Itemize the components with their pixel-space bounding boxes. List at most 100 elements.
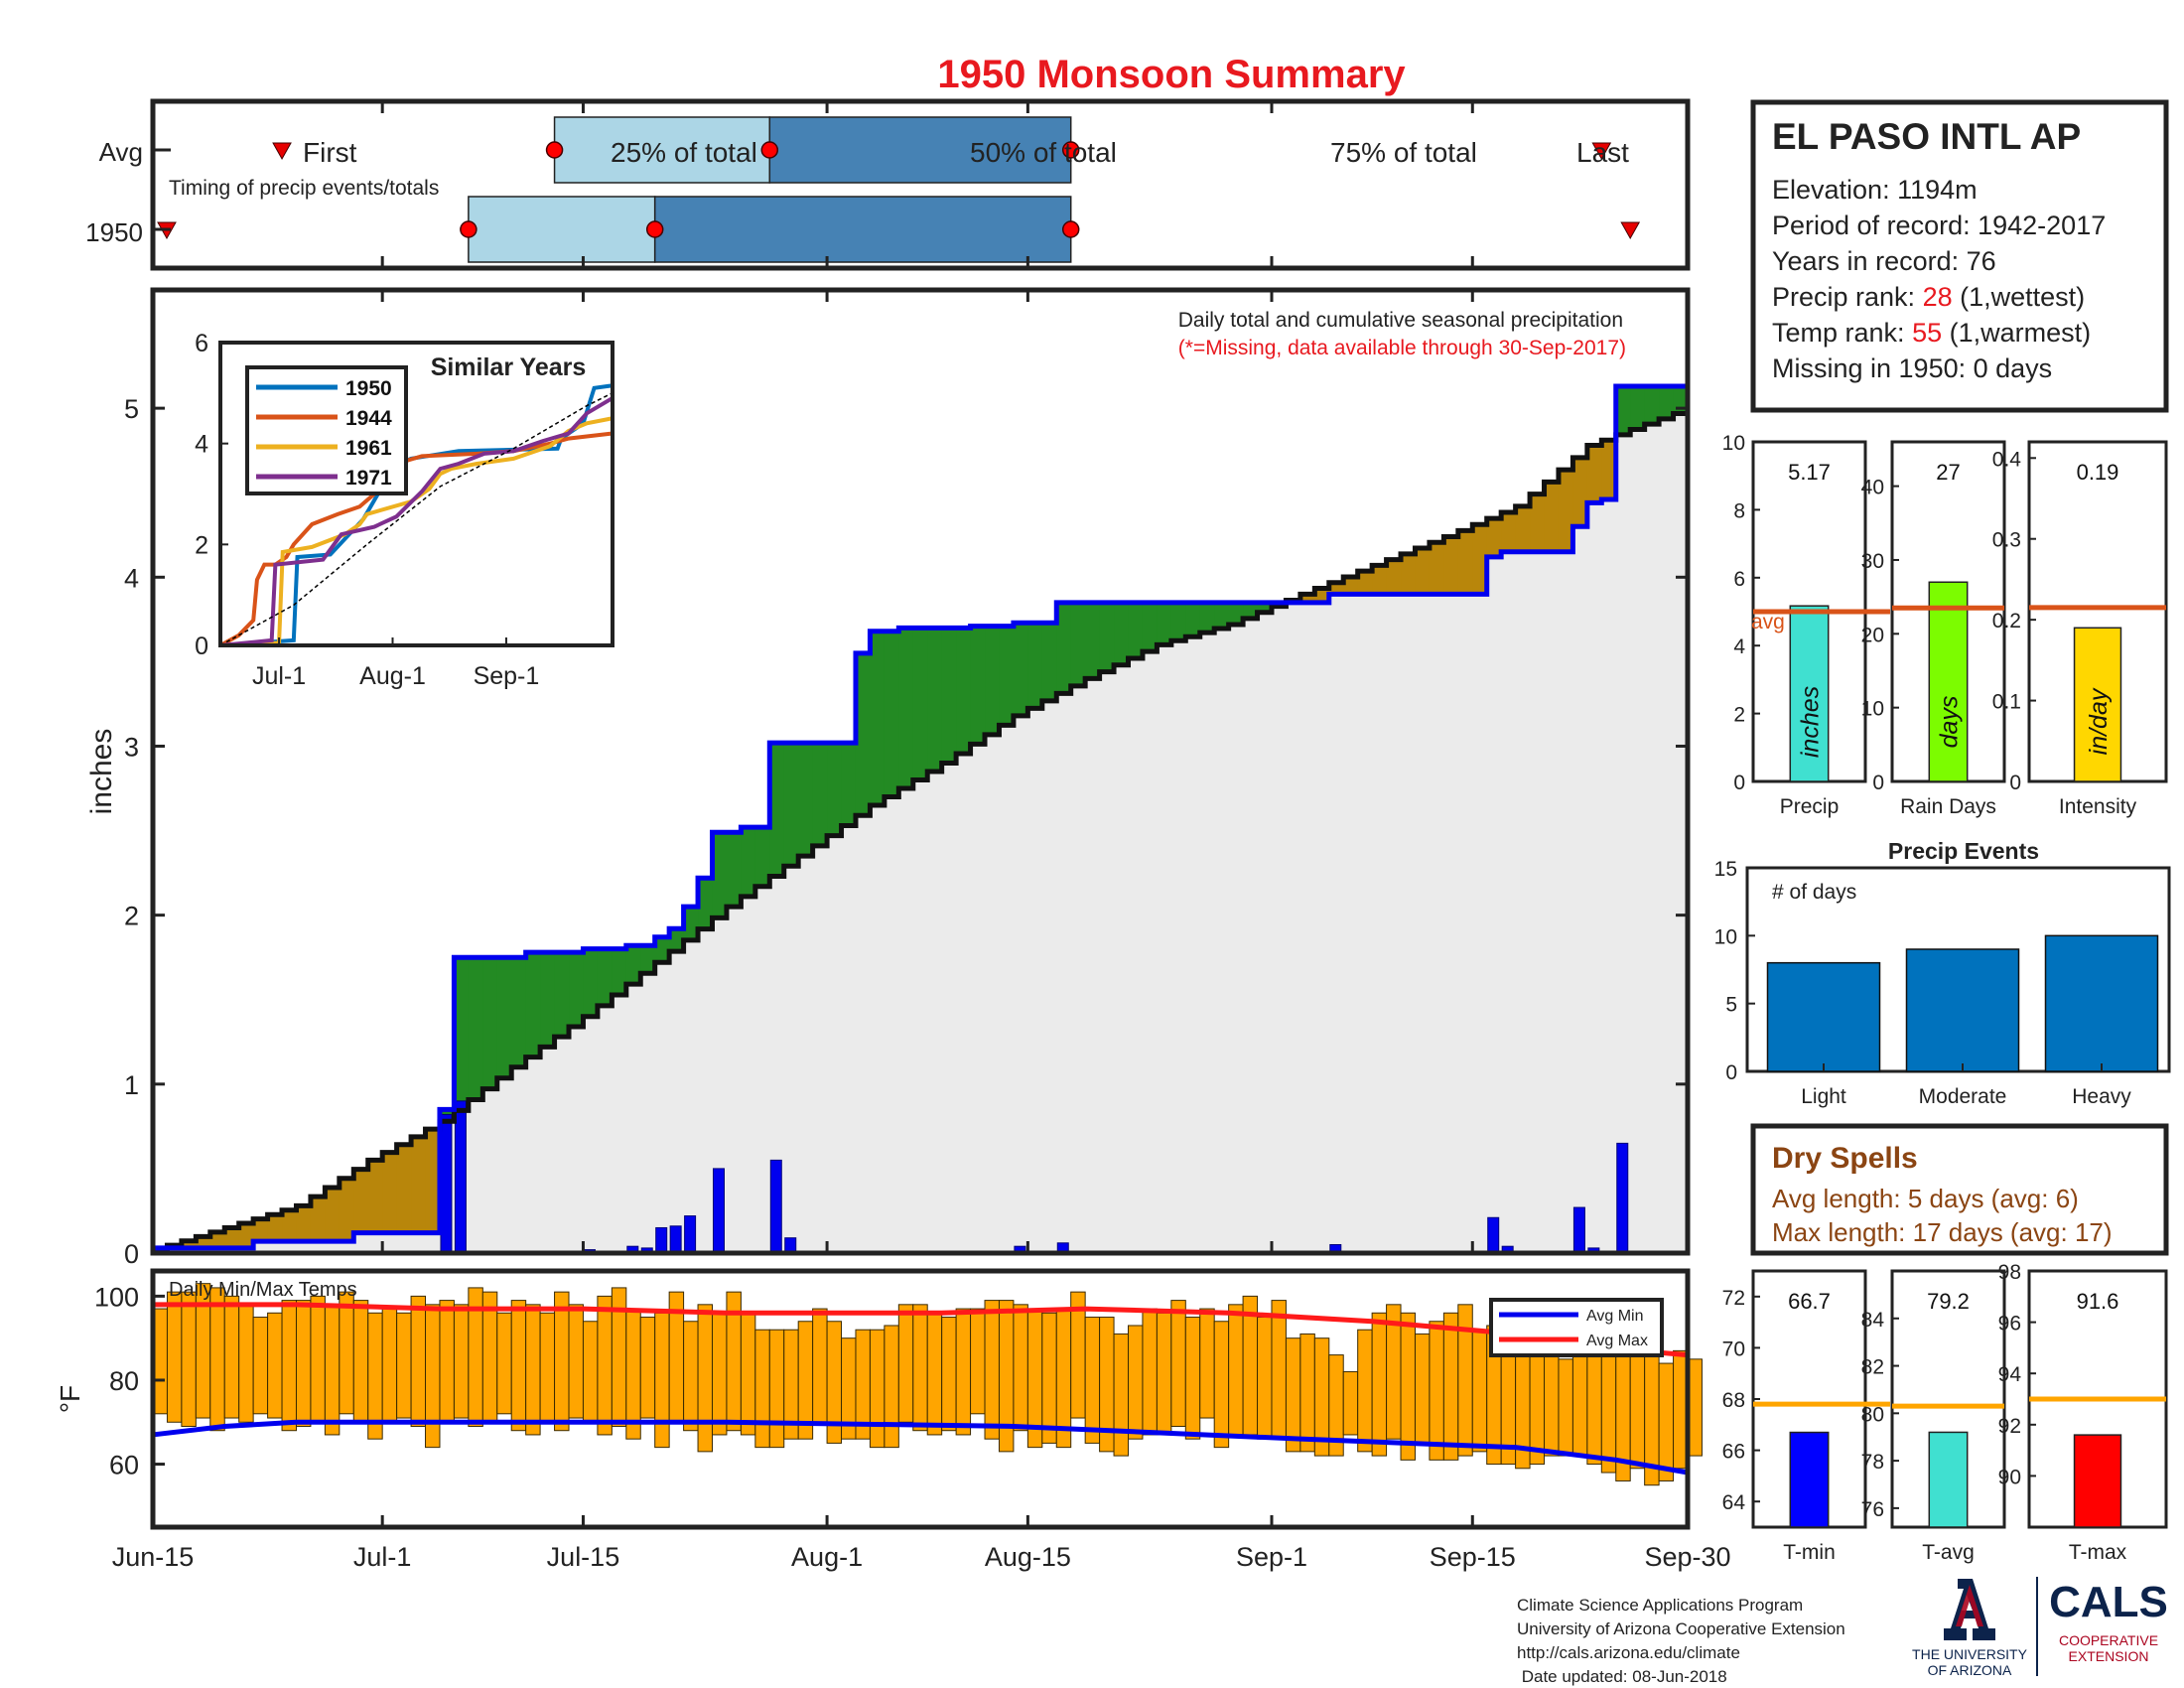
above-average-area	[741, 827, 756, 897]
shared-x-axis: Jun-15 Jul-1 Jul-15 Aug-1 Aug-15 Sep-1 Sep-15 S…	[112, 1515, 1731, 1572]
timing-event-marker	[272, 142, 292, 161]
daily-temp-bar	[1371, 1312, 1388, 1457]
mini-chart-y-tick-label: 0.3	[1992, 529, 2021, 552]
precip-events-y-tick-label: 10	[1714, 925, 1737, 948]
daily-precip-bar	[454, 1100, 467, 1254]
main-y-tick-label: 3	[124, 732, 139, 762]
daily-temp-bar	[281, 1300, 297, 1432]
inset-series-1961	[219, 416, 614, 647]
daily-temp-bar	[1156, 1312, 1172, 1436]
temp-rank-value: 55	[1912, 318, 1942, 348]
x-tick-label: Sep-1	[1236, 1542, 1307, 1572]
above-average-area	[1659, 386, 1675, 419]
inset-legend-label: 1944	[345, 407, 392, 430]
above-average-area	[625, 945, 641, 985]
timing-percentile-marker	[1061, 220, 1080, 238]
below-average-deficit-area	[1530, 493, 1546, 552]
daily-temp-bar	[1184, 1317, 1201, 1440]
inset-axes: 0 2 4 6 Jul-1 Aug-1 Sep-1	[195, 330, 539, 690]
above-average-area	[1085, 602, 1101, 679]
daily-temp-bar	[897, 1304, 914, 1423]
above-average-area	[1185, 602, 1201, 637]
timing-row-year-label: 1950	[85, 217, 143, 247]
daily-temp-bar	[310, 1295, 326, 1423]
daily-temp-bar	[1471, 1329, 1488, 1453]
mini-chart-xlabel-rain_days: Rain Days	[1900, 795, 1996, 818]
below-average-deficit-area	[196, 1236, 211, 1248]
daily-temp-bar	[1658, 1362, 1675, 1481]
daily-temp-bar	[324, 1304, 341, 1436]
precip-events-y-tick-label: 15	[1714, 858, 1737, 881]
temp-legend-min-label: Avg Min	[1586, 1308, 1644, 1325]
mini-chart-y-tick-label: 78	[1861, 1451, 1884, 1474]
daily-temp-bar	[396, 1312, 412, 1419]
footer-line-3: http://cals.arizona.edu/climate	[1517, 1643, 1740, 1662]
below-average-deficit-area	[1558, 470, 1574, 552]
daily-temp-bar	[1170, 1300, 1186, 1427]
main-y-axis: 0 1 2 3 4 5	[124, 290, 1690, 1269]
mini-chart-y-tick-label: 10	[1722, 432, 1745, 455]
daily-temp-bar	[1586, 1349, 1602, 1466]
daily-temp-bar	[1299, 1333, 1315, 1453]
mini-chart-value-t_avg: 79.2	[1927, 1289, 1970, 1314]
daily-temp-bar	[1400, 1312, 1416, 1461]
below-average-deficit-area	[1443, 536, 1459, 595]
below-average-deficit-area	[367, 1160, 383, 1233]
daily-temp-bar	[912, 1304, 928, 1432]
university-of-arizona-logo: THE UNIVERSITY OF ARIZONA CALS COOPERATI…	[1912, 1577, 2168, 1678]
mini-chart-y-tick-label: 98	[1998, 1261, 2021, 1284]
station-missing: Missing in 1950: 0 days	[1772, 353, 2052, 383]
above-average-area	[1041, 623, 1057, 701]
above-average-area	[1630, 386, 1646, 430]
above-average-area	[482, 957, 498, 1089]
ua-wordmark-line1: THE UNIVERSITY	[1912, 1646, 2028, 1662]
main-annotation-line1: Daily total and cumulative seasonal prec…	[1178, 309, 1623, 332]
inset-x-tick-label: Aug-1	[359, 662, 426, 690]
mini-chart-xlabel-precip_total: Precip	[1780, 795, 1840, 818]
daily-temp-bar	[510, 1300, 527, 1432]
mini-chart-bar-rain_days	[1928, 581, 1969, 782]
mini-chart-bar-t_avg	[1928, 1431, 1969, 1528]
daily-temp-bar	[1228, 1304, 1244, 1436]
above-average-area	[1673, 386, 1689, 414]
mini-chart-bar-t_min	[1789, 1431, 1830, 1528]
mini-chart-xlabel-t_avg: T-avg	[1922, 1541, 1975, 1564]
main-y-tick-label: 0	[124, 1239, 139, 1269]
daily-temp-bar	[381, 1308, 398, 1423]
temp-chart-title: Daily Min/Max Temps	[169, 1279, 357, 1301]
above-average-area	[1243, 602, 1259, 619]
precip-rank-prefix: Precip rank:	[1772, 282, 1923, 312]
above-average-area	[812, 743, 828, 846]
cals-wordmark: CALS	[2049, 1578, 2168, 1626]
daily-temp-bar	[740, 1312, 756, 1436]
above-average-area	[583, 948, 599, 1017]
temp-marks	[152, 1283, 1703, 1486]
daily-temp-bar	[1041, 1312, 1057, 1444]
mini-chart-y-tick-label: 84	[1861, 1309, 1885, 1332]
daily-temp-bar	[625, 1308, 641, 1440]
cals-cooperative: COOPERATIVE	[2059, 1632, 2158, 1648]
above-average-area	[640, 945, 656, 974]
mini-chart-y-tick-label: 94	[1998, 1363, 2022, 1386]
below-average-deficit-area	[296, 1205, 312, 1242]
above-average-area	[1615, 386, 1631, 435]
ua-wordmark-line2: OF ARIZONA	[1928, 1662, 2012, 1678]
daily-precip-bar	[1572, 1206, 1585, 1254]
below-average-deficit-area	[310, 1196, 326, 1242]
above-average-area	[1056, 602, 1072, 694]
mini-chart-y-tick-label: 96	[1998, 1313, 2021, 1336]
main-y-tick-label: 2	[124, 902, 139, 931]
below-average-deficit-area	[382, 1152, 398, 1233]
above-average-area	[798, 743, 814, 857]
main-y-tick-label: 4	[124, 563, 139, 593]
below-average-deficit-area	[181, 1240, 197, 1248]
daily-precip-bar	[440, 1113, 453, 1254]
station-years: Years in record: 76	[1772, 246, 1996, 276]
station-info-box: EL PASO INTL AP Elevation: 1194m Period …	[1750, 99, 2169, 413]
daily-temp-bar	[1257, 1317, 1273, 1440]
daily-temp-bar	[453, 1304, 470, 1419]
ua-a-inner-icon	[1956, 1585, 1983, 1626]
temp-y-axis-label: °F	[55, 1385, 85, 1413]
above-average-area	[754, 827, 770, 887]
inset-y-tick-label: 0	[195, 633, 208, 660]
